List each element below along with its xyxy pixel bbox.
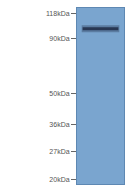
svg-text:20kDa: 20kDa (49, 176, 69, 183)
svg-text:50kDa: 50kDa (49, 90, 69, 97)
svg-text:90kDa: 90kDa (49, 35, 69, 42)
svg-text:118kDa: 118kDa (46, 10, 70, 17)
svg-text:27kDa: 27kDa (49, 148, 69, 155)
svg-text:36kDa: 36kDa (49, 121, 69, 128)
